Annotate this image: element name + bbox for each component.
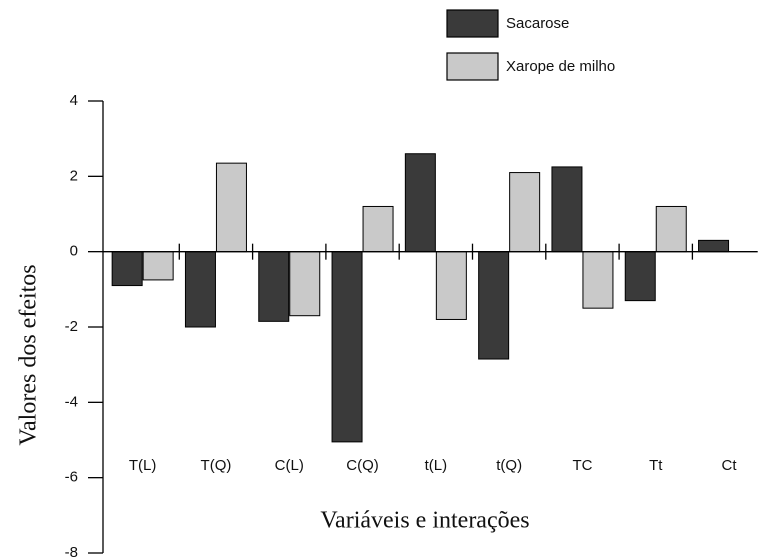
bar [142, 251, 174, 281]
y-tick-label: -4 [65, 393, 78, 410]
bar [331, 251, 363, 443]
x-axis-label: Variáveis e interações [320, 508, 529, 534]
legend-swatch [446, 52, 499, 81]
y-tick-label: -2 [65, 318, 78, 335]
bar [551, 166, 583, 253]
bar [362, 205, 394, 253]
bar [624, 251, 656, 302]
bar [435, 251, 467, 320]
legend-swatch [446, 9, 499, 38]
y-tick-label: 0 [70, 243, 78, 260]
x-tick-label: T(Q) [201, 457, 232, 474]
x-tick-label: TC [572, 457, 592, 474]
bar [258, 251, 290, 322]
x-tick-label: t(L) [425, 457, 448, 474]
bar [655, 205, 687, 253]
x-tick-label: C(L) [275, 457, 304, 474]
y-tick-label: 4 [70, 92, 78, 109]
bar [478, 251, 510, 360]
y-tick-label: -6 [65, 469, 78, 486]
x-tick-label: Ct [722, 457, 738, 474]
bar [404, 153, 436, 253]
bar [184, 251, 216, 328]
bar [111, 251, 143, 287]
x-tick-label: Tt [649, 457, 663, 474]
bar [698, 239, 730, 253]
y-tick-label: 2 [70, 167, 78, 184]
x-tick-label: t(Q) [496, 457, 522, 474]
x-tick-label: C(Q) [346, 457, 379, 474]
legend-label: Sacarose [506, 15, 569, 32]
bar [215, 162, 247, 253]
y-axis-label: Valores dos efeitos [16, 264, 42, 445]
legend-label: Xarope de milho [506, 58, 615, 75]
bar [509, 172, 541, 253]
bar [289, 251, 321, 317]
x-tick-label: T(L) [129, 457, 157, 474]
y-tick-label: -8 [65, 544, 78, 560]
bar [582, 251, 614, 309]
